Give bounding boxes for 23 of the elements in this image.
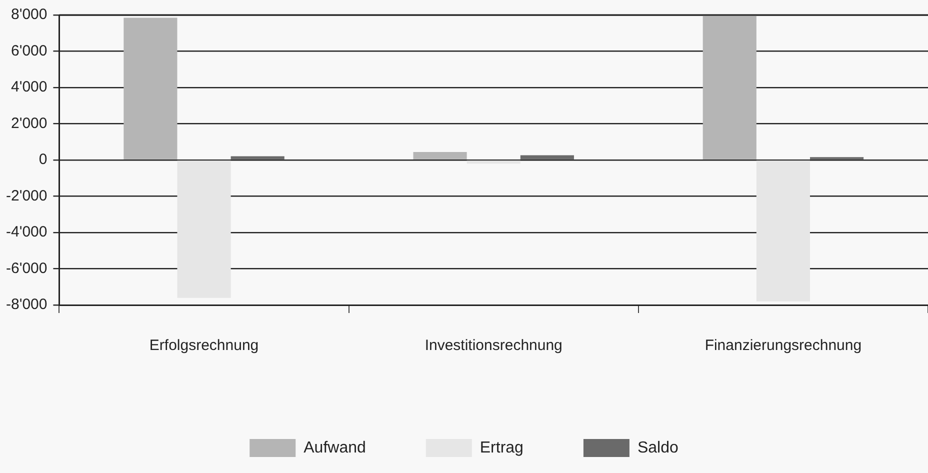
y-tick-label: 2'000 (10, 114, 48, 132)
legend-label: Aufwand (304, 439, 366, 456)
y-tick-label: 6'000 (10, 42, 48, 60)
legend-label: Ertrag (480, 439, 524, 456)
x-tick-label: Finanzierungsrechnung (704, 337, 862, 354)
y-tick-label: -8'000 (6, 296, 48, 314)
bar (230, 156, 284, 160)
x-tick-label: Erfolgsrechnung (149, 337, 259, 354)
x-tick-label: Investitionsrechnung (424, 337, 562, 354)
y-tick-label: 0 (38, 151, 48, 168)
bar (177, 160, 231, 298)
y-tick-label: -4'000 (6, 224, 48, 241)
bar (466, 160, 520, 164)
bar (413, 152, 467, 160)
y-tick-label: 4'000 (10, 78, 48, 96)
bar (756, 160, 810, 302)
y-tick-label: -2'000 (6, 187, 48, 204)
bar (702, 15, 756, 160)
bar (124, 18, 178, 160)
y-tick-label: 8'000 (10, 6, 48, 24)
legend-label: Saldo (637, 439, 678, 456)
bar (520, 155, 574, 160)
y-tick-label: -6'000 (6, 260, 48, 277)
